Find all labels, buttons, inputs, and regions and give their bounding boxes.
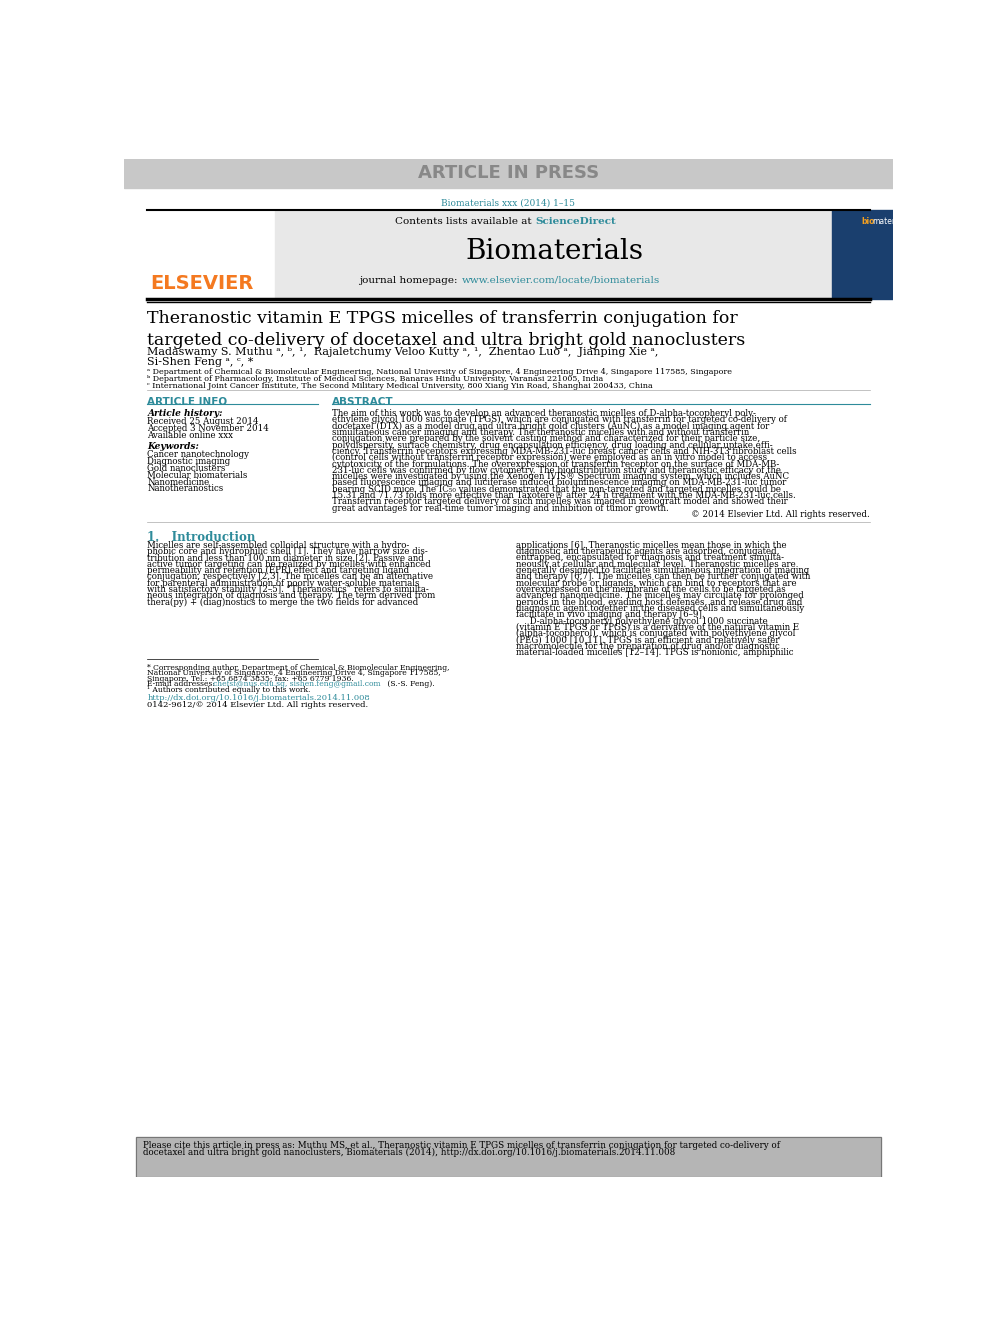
- Text: advanced nanomedicine. The micelles may circulate for prolonged: advanced nanomedicine. The micelles may …: [516, 591, 804, 601]
- Text: conjugation, respectively [2,3]. The micelles can be an alternative: conjugation, respectively [2,3]. The mic…: [147, 573, 434, 581]
- Text: with satisfactory stability [2–5]. “Theranostics” refers to simulta-: with satisfactory stability [2–5]. “Ther…: [147, 585, 429, 594]
- Text: based fluorescence imaging and luciferase induced bioluminescence imaging on MDA: based fluorescence imaging and luciferas…: [331, 479, 786, 487]
- Text: (PEG) 1000 [10,11]. TPGS is an efficient and relatively safer: (PEG) 1000 [10,11]. TPGS is an efficient…: [516, 635, 780, 644]
- Text: Transferrin receptor targeted delivery of such micelles was imaged in xenograft : Transferrin receptor targeted delivery o…: [331, 497, 788, 507]
- Text: National University of Singapore, 4 Engineering Drive 4, Singapore 117585,: National University of Singapore, 4 Engi…: [147, 669, 441, 677]
- Text: Available online xxx: Available online xxx: [147, 430, 233, 439]
- Text: ABSTRACT: ABSTRACT: [331, 397, 393, 407]
- Text: applications [6]. Theranostic micelles mean those in which the: applications [6]. Theranostic micelles m…: [516, 541, 787, 550]
- Text: (vitamin E TPGS or TPGS) is a derivative of the natural vitamin E: (vitamin E TPGS or TPGS) is a derivative…: [516, 623, 800, 632]
- Text: active tumor targeting can be realized by micelles with enhanced: active tumor targeting can be realized b…: [147, 560, 431, 569]
- Bar: [831, 210, 893, 299]
- Text: materials: materials: [873, 217, 909, 225]
- Text: © 2014 Elsevier Ltd. All rights reserved.: © 2014 Elsevier Ltd. All rights reserved…: [690, 511, 870, 519]
- Text: www.elsevier.com/locate/biomaterials: www.elsevier.com/locate/biomaterials: [462, 275, 660, 284]
- Text: (S.-S. Feng).: (S.-S. Feng).: [385, 680, 434, 688]
- Text: bearing SCID mice. The IC₅₀ values demonstrated that the non-targeted and target: bearing SCID mice. The IC₅₀ values demon…: [331, 484, 781, 493]
- Text: overexpressed on the membrane of the cells to be targeted as: overexpressed on the membrane of the cel…: [516, 585, 786, 594]
- Text: ¹ Authors contributed equally to this work.: ¹ Authors contributed equally to this wo…: [147, 687, 310, 695]
- Text: ELSEVIER: ELSEVIER: [150, 274, 253, 294]
- Text: Accepted 3 November 2014: Accepted 3 November 2014: [147, 423, 269, 433]
- Text: ciency. Transferrin receptors expressing MDA-MB-231-luc breast cancer cells and : ciency. Transferrin receptors expressing…: [331, 447, 797, 456]
- Text: Singapore. Tel.: +65 6874 3835; fax: +65 6779 1936.: Singapore. Tel.: +65 6874 3835; fax: +65…: [147, 675, 354, 683]
- Text: (control cells without transferrin receptor expression) were employed as an in v: (control cells without transferrin recep…: [331, 454, 767, 462]
- Text: * Corresponding author. Department of Chemical & Biomolecular Engineering,: * Corresponding author. Department of Ch…: [147, 664, 449, 672]
- Text: Nanotheranostics: Nanotheranostics: [147, 484, 223, 493]
- Text: Gold nanoclusters: Gold nanoclusters: [147, 463, 225, 472]
- Text: Contents lists available at: Contents lists available at: [395, 217, 535, 225]
- Text: phobic core and hydrophilic shell [1]. They have narrow size dis-: phobic core and hydrophilic shell [1]. T…: [147, 548, 428, 556]
- Text: 0142-9612/© 2014 Elsevier Ltd. All rights reserved.: 0142-9612/© 2014 Elsevier Ltd. All right…: [147, 701, 368, 709]
- Text: material-loaded micelles [12–14]. TPGS is nonionic, amphiphilic: material-loaded micelles [12–14]. TPGS i…: [516, 648, 794, 658]
- Text: thera(py) + (diag)nostics to merge the two fields for advanced: thera(py) + (diag)nostics to merge the t…: [147, 598, 419, 607]
- Text: Si-Shen Feng ᵃ, ᶜ, *: Si-Shen Feng ᵃ, ᶜ, *: [147, 357, 254, 368]
- Text: The aim of this work was to develop an advanced theranostic micelles of D-alpha-: The aim of this work was to develop an a…: [331, 409, 756, 418]
- Text: Keywords:: Keywords:: [147, 442, 199, 451]
- Bar: [136, 1138, 881, 1177]
- Text: Madaswamy S. Muthu ᵃ, ᵇ, ¹,  Rajaletchumy Veloo Kutty ᵃ, ¹,  Zhentao Luo ᵃ,  Jia: Madaswamy S. Muthu ᵃ, ᵇ, ¹, Rajaletchumy…: [147, 348, 659, 357]
- Text: Theranostic vitamin E TPGS micelles of transferrin conjugation for
targeted co-d: Theranostic vitamin E TPGS micelles of t…: [147, 310, 746, 349]
- Text: tribution and less than 100 nm diameter in size [2]. Passive and: tribution and less than 100 nm diameter …: [147, 553, 424, 562]
- Text: neous integration of diagnosis and therapy. The term derived from: neous integration of diagnosis and thera…: [147, 591, 435, 601]
- Text: diagnostic and therapeutic agents are adsorbed, conjugated,: diagnostic and therapeutic agents are ad…: [516, 548, 780, 556]
- Text: bio: bio: [862, 217, 875, 225]
- Text: 1.   Introduction: 1. Introduction: [147, 531, 256, 544]
- Text: ᵃ Department of Chemical & Biomolecular Engineering, National University of Sing: ᵃ Department of Chemical & Biomolecular …: [147, 368, 732, 376]
- Text: polydispersity, surface chemistry, drug encapsulation efficiency, drug loading a: polydispersity, surface chemistry, drug …: [331, 441, 773, 450]
- Text: D-alpha-tocopheryl polyethylene glycol 1000 succinate: D-alpha-tocopheryl polyethylene glycol 1…: [516, 617, 768, 626]
- Text: ARTICLE INFO: ARTICLE INFO: [147, 397, 227, 407]
- Text: Nanomedicine: Nanomedicine: [147, 478, 209, 487]
- Text: macromolecule for the preparation of drug and/or diagnostic: macromolecule for the preparation of dru…: [516, 642, 780, 651]
- Text: molecular probe or ligands, which can bind to receptors that are: molecular probe or ligands, which can bi…: [516, 578, 797, 587]
- Text: Please cite this article in press as: Muthu MS, et al., Theranostic vitamin E TP: Please cite this article in press as: Mu…: [144, 1140, 781, 1150]
- Text: Biomaterials xxx (2014) 1–15: Biomaterials xxx (2014) 1–15: [441, 198, 575, 208]
- Text: and therapy [6,7]. The micelles can then be further conjugated with: and therapy [6,7]. The micelles can then…: [516, 573, 810, 581]
- Bar: [275, 210, 833, 299]
- Text: 15.31 and 71.73 folds more effective than Taxotere® after 24 h treatment with th: 15.31 and 71.73 folds more effective tha…: [331, 491, 796, 500]
- Text: entrapped, encapsulated for diagnosis and treatment simulta-: entrapped, encapsulated for diagnosis an…: [516, 553, 784, 562]
- Text: facilitate in vivo imaging and therapy [6–9].: facilitate in vivo imaging and therapy […: [516, 610, 704, 619]
- Text: (alpha-tocopherol), which is conjugated with polyethylene glycol: (alpha-tocopherol), which is conjugated …: [516, 630, 796, 639]
- Text: Article history:: Article history:: [147, 409, 223, 418]
- Text: ᵇ Department of Pharmacology, Institute of Medical Sciences, Banaras Hindu Unive: ᵇ Department of Pharmacology, Institute …: [147, 376, 603, 384]
- Text: neously at cellular and molecular level. Theranostic micelles are: neously at cellular and molecular level.…: [516, 560, 796, 569]
- Text: simultaneous cancer imaging and therapy. The theranostic micelles with and witho: simultaneous cancer imaging and therapy.…: [331, 427, 749, 437]
- Text: http://dx.doi.org/10.1016/j.biomaterials.2014.11.008: http://dx.doi.org/10.1016/j.biomaterials…: [147, 693, 370, 701]
- Text: E-mail addresses:: E-mail addresses:: [147, 680, 217, 688]
- Text: Micelles are self-assembled colloidal structure with a hydro-: Micelles are self-assembled colloidal st…: [147, 541, 410, 550]
- Text: Molecular biomaterials: Molecular biomaterials: [147, 471, 248, 480]
- Bar: [124, 159, 893, 188]
- Text: micelles were investigated by using the Xenogen IVIS® Spectrum imaging system, w: micelles were investigated by using the …: [331, 472, 789, 482]
- Text: diagnostic agent together in the diseased cells and simultaneously: diagnostic agent together in the disease…: [516, 605, 805, 613]
- Text: Received 25 August 2014: Received 25 August 2014: [147, 417, 259, 426]
- Text: ethylene glycol 1000 succinate (TPGS), which are conjugated with transferrin for: ethylene glycol 1000 succinate (TPGS), w…: [331, 415, 787, 425]
- Text: great advantages for real-time tumor imaging and inhibition of tumor growth.: great advantages for real-time tumor ima…: [331, 504, 669, 513]
- Text: Diagnostic imaging: Diagnostic imaging: [147, 456, 230, 466]
- Text: 231-luc cells was confirmed by flow cytometry. The biodistribution study and the: 231-luc cells was confirmed by flow cyto…: [331, 466, 781, 475]
- Text: docetaxel and ultra bright gold nanoclusters, Biomaterials (2014), http://dx.doi: docetaxel and ultra bright gold nanoclus…: [144, 1148, 676, 1158]
- Text: cytotoxicity of the formulations. The overexpression of transferrin receptor on : cytotoxicity of the formulations. The ov…: [331, 459, 779, 468]
- Text: docetaxel (DTX) as a model drug and ultra bright gold clusters (AuNC) as a model: docetaxel (DTX) as a model drug and ultr…: [331, 422, 769, 431]
- Text: for parenteral administration of poorly water-soluble materials: for parenteral administration of poorly …: [147, 578, 420, 587]
- Text: ᶜ International Joint Cancer Institute, The Second Military Medical University, : ᶜ International Joint Cancer Institute, …: [147, 382, 653, 390]
- Text: ScienceDirect: ScienceDirect: [536, 217, 616, 225]
- Text: generally designed to facilitate simultaneous integration of imaging: generally designed to facilitate simulta…: [516, 566, 809, 576]
- Text: Biomaterials: Biomaterials: [465, 238, 643, 265]
- Text: Cancer nanotechnology: Cancer nanotechnology: [147, 450, 249, 459]
- Text: ARTICLE IN PRESS: ARTICLE IN PRESS: [418, 164, 599, 183]
- Text: permeability and retention (EPR) effect and targeting ligand: permeability and retention (EPR) effect …: [147, 566, 410, 576]
- Text: chefsf@nus.edu.sg, sishen.feng@gmail.com: chefsf@nus.edu.sg, sishen.feng@gmail.com: [213, 680, 381, 688]
- Text: journal homepage:: journal homepage:: [359, 275, 461, 284]
- Text: conjugation were prepared by the solvent casting method and characterized for th: conjugation were prepared by the solvent…: [331, 434, 760, 443]
- Text: periods in the blood, evading host defenses, and release drug and: periods in the blood, evading host defen…: [516, 598, 803, 607]
- Bar: [136, 1138, 881, 1177]
